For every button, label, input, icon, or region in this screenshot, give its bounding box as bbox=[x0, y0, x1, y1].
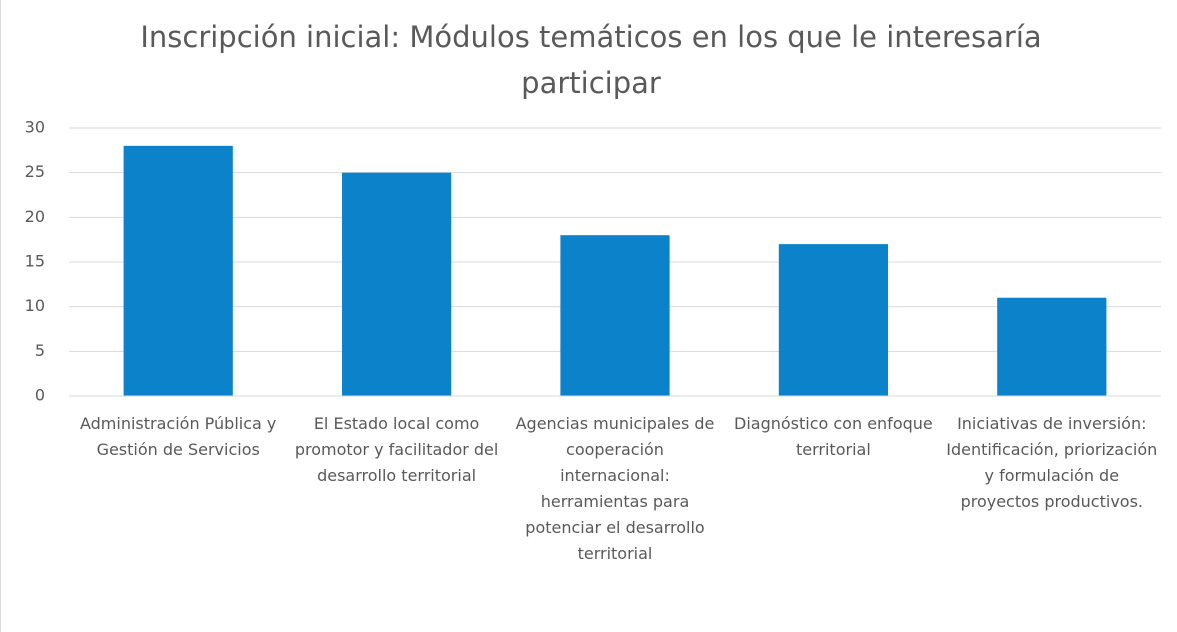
y-tick-label: 25 bbox=[25, 162, 45, 181]
bar bbox=[778, 244, 888, 396]
y-tick-label: 0 bbox=[35, 386, 45, 405]
bar bbox=[560, 235, 670, 396]
chart-title: Inscripción inicial: Módulos temáticos e… bbox=[140, 20, 1042, 100]
y-tick-label: 20 bbox=[25, 207, 45, 226]
x-tick-label: Iniciativas de inversión: Identificación… bbox=[946, 414, 1158, 511]
x-tick-label: Agencias municipales de cooperación inte… bbox=[515, 414, 715, 563]
y-tick-label: 10 bbox=[25, 296, 45, 315]
bar bbox=[997, 297, 1107, 396]
y-tick-label: 5 bbox=[35, 341, 45, 360]
x-tick-label: Diagnóstico con enfoque territorial bbox=[734, 414, 933, 459]
x-tick-label: El Estado local como promotor y facilita… bbox=[294, 414, 499, 485]
bar bbox=[342, 172, 452, 396]
y-tick-label: 30 bbox=[25, 118, 45, 137]
x-tick-label: Administración Pública y Gestión de Serv… bbox=[79, 414, 277, 459]
bar bbox=[123, 145, 233, 396]
y-tick-label: 15 bbox=[25, 252, 45, 271]
